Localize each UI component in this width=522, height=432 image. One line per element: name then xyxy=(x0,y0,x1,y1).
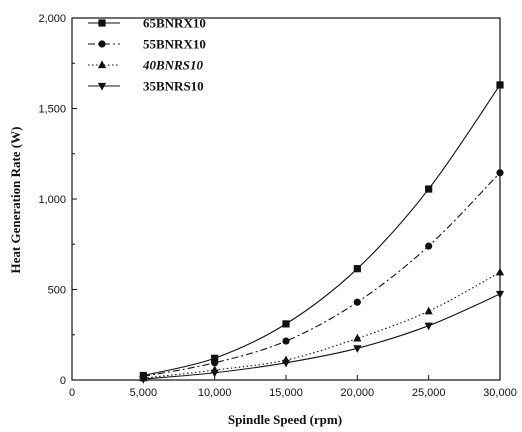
data-point xyxy=(139,375,148,384)
data-point xyxy=(496,169,504,177)
x-tick-label: 30,000 xyxy=(483,387,517,399)
x-tick-label: 25,000 xyxy=(412,387,446,399)
y-tick-label: 1,000 xyxy=(38,194,66,206)
y-axis-label: Heat Generation Rate (W) xyxy=(8,127,23,274)
y-tick-label: 0 xyxy=(60,375,66,387)
legend-marker xyxy=(98,40,106,48)
y-tick-label: 2,000 xyxy=(38,13,66,25)
data-point xyxy=(211,354,219,362)
data-point xyxy=(281,359,291,368)
series-55bnrx10 xyxy=(139,169,504,380)
y-tick-label: 1,500 xyxy=(38,104,66,116)
x-tick-label: 20,000 xyxy=(341,387,375,399)
data-point xyxy=(424,322,433,331)
series-line xyxy=(143,84,501,377)
legend-marker xyxy=(98,19,106,27)
data-point xyxy=(353,345,362,353)
x-tick-label: 10,000 xyxy=(198,387,232,399)
series-35bnrs10 xyxy=(139,290,505,384)
data-point xyxy=(424,306,433,315)
legend-label: 55BNRX10 xyxy=(143,37,206,52)
x-tick-label: 0 xyxy=(69,387,75,399)
series-line xyxy=(143,172,501,377)
data-point xyxy=(495,290,505,299)
legend-label: 65BNRX10 xyxy=(143,16,206,31)
series-line xyxy=(143,271,501,379)
legend: 65BNRX10 55BNRX10 40BNRS10 35BNRS10 xyxy=(88,16,206,94)
y-tick-label: 500 xyxy=(48,285,66,297)
legend-label: 40BNRS10 xyxy=(142,58,203,73)
data-point xyxy=(282,320,290,328)
x-axis-ticks: 0 5,000 10,000 15,000 20,000 25,000 30,000 xyxy=(69,375,517,399)
data-point xyxy=(425,242,433,250)
x-tick-label: 5,000 xyxy=(130,387,158,399)
legend-marker xyxy=(97,82,107,91)
x-axis-label: Spindle Speed (rpm) xyxy=(228,412,342,427)
legend-marker xyxy=(97,60,107,69)
series-65bnrx10 xyxy=(139,81,504,380)
data-point xyxy=(495,267,505,276)
legend-label: 35BNRS10 xyxy=(143,79,204,94)
data-point xyxy=(353,333,362,342)
data-point xyxy=(353,265,361,273)
data-point xyxy=(425,185,433,193)
data-point xyxy=(210,369,219,378)
series-line xyxy=(143,293,501,380)
x-tick-label: 15,000 xyxy=(269,387,303,399)
data-point xyxy=(353,298,361,306)
data-point xyxy=(282,337,290,345)
series-group xyxy=(139,81,505,384)
data-point xyxy=(496,81,504,89)
data-point xyxy=(211,359,219,367)
y-axis-ticks: 0 500 1,000 1,500 2,000 xyxy=(38,13,77,387)
